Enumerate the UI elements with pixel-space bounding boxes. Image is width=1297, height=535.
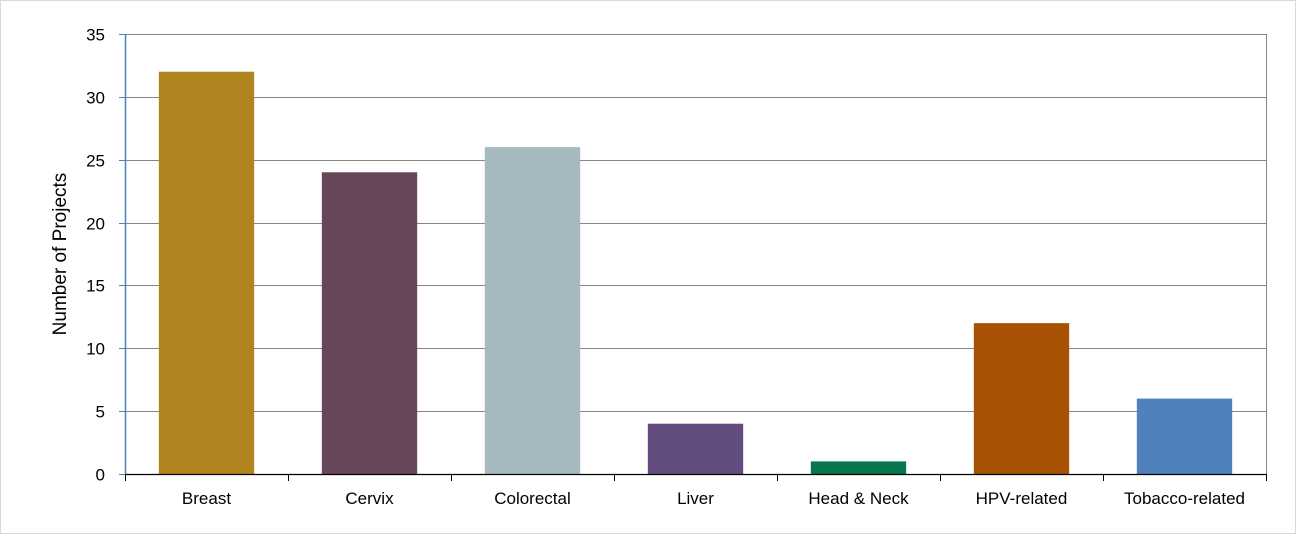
y-axis-title: Number of Projects (50, 173, 71, 336)
y-tick-label: 15 (86, 277, 105, 296)
y-tick-labels: 0 5 10 15 20 25 30 35 (86, 26, 105, 485)
x-tick-label: Liver (677, 489, 714, 508)
y-tick-label: 20 (86, 215, 105, 234)
bar-tobacco-related (1136, 398, 1233, 474)
x-tick-label: Tobacco-related (1124, 489, 1245, 508)
y-tick-label: 35 (86, 26, 105, 45)
bar-breast (158, 71, 255, 474)
x-tick-label: Breast (182, 489, 231, 508)
y-tick-label: 0 (96, 466, 105, 485)
y-tick-label: 30 (86, 89, 105, 108)
bar-colorectal (484, 147, 581, 474)
y-tick-label: 25 (86, 152, 105, 171)
x-tick-label: Head & Neck (808, 489, 909, 508)
bar-liver (647, 423, 744, 474)
x-tick-label: Cervix (345, 489, 394, 508)
bar-hpv-related (973, 323, 1070, 474)
y-tick-label: 10 (86, 340, 105, 359)
gridlines (125, 34, 1267, 474)
y-tick-label: 5 (96, 403, 105, 422)
axes (119, 34, 1267, 481)
bars (158, 71, 1233, 475)
bar-head-neck (810, 461, 907, 474)
x-tick-label: HPV-related (976, 489, 1068, 508)
x-tick-labels: Breast Cervix Colorectal Liver Head & Neck HP… (182, 489, 1245, 508)
bar-cervix (321, 172, 418, 475)
x-tick-label: Colorectal (494, 489, 571, 508)
